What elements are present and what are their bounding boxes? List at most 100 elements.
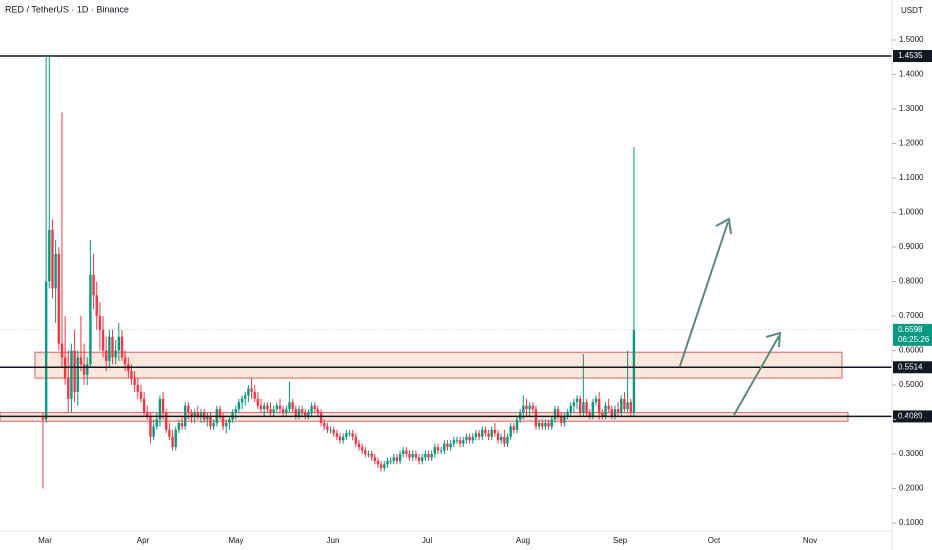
candle-body <box>594 398 598 403</box>
candle-body <box>484 429 487 434</box>
candle-body <box>266 405 269 410</box>
candle-body <box>158 398 162 420</box>
y-tick-label: 0.1000 <box>899 518 924 527</box>
candle-body <box>149 416 152 437</box>
candle-body <box>452 440 455 444</box>
candle-body <box>515 419 519 430</box>
candle-body <box>506 436 509 444</box>
candle-body <box>370 454 373 458</box>
candle-body <box>168 429 171 437</box>
candle-body <box>348 433 351 435</box>
candle-body <box>496 433 500 441</box>
candle-body <box>180 422 184 427</box>
candle-body <box>259 405 263 410</box>
candle-body <box>310 405 313 413</box>
candle-body <box>123 357 127 365</box>
candle-body <box>566 412 569 417</box>
candle-body <box>597 398 601 413</box>
candle-body <box>332 429 335 434</box>
candle-body <box>136 385 139 392</box>
candle-body <box>503 436 506 444</box>
candle-body <box>522 405 525 413</box>
candle-body <box>105 350 108 361</box>
candle-body <box>199 412 203 417</box>
candle-body <box>92 274 95 296</box>
candle-body <box>439 450 443 452</box>
candle-body <box>206 416 209 420</box>
candle-body <box>481 429 484 437</box>
candle-body <box>560 416 563 423</box>
candle-body <box>288 402 291 410</box>
candle-body <box>345 433 348 437</box>
candle-body <box>48 229 51 282</box>
candle-body <box>307 412 310 417</box>
candle-body <box>462 440 465 444</box>
candle-body <box>534 409 538 427</box>
candle-body <box>51 229 54 289</box>
candle-body <box>509 426 512 437</box>
candle-body <box>588 412 591 417</box>
candle-body <box>209 416 212 427</box>
candle-body <box>285 409 288 413</box>
x-tick-label: Oct <box>708 536 721 545</box>
candle-body <box>41 416 45 420</box>
candle-body <box>392 457 395 461</box>
candle-body <box>244 395 247 399</box>
candle-body <box>139 391 143 399</box>
candle-body <box>563 416 566 423</box>
candle-body <box>579 398 582 413</box>
arrows <box>679 217 782 416</box>
y-tick-label: 0.4000 <box>899 415 924 424</box>
candle-body <box>487 433 490 437</box>
candle-body <box>256 398 260 406</box>
candle-body <box>108 336 111 361</box>
candle-body <box>247 388 250 396</box>
level-label: 1.4535 <box>898 51 923 60</box>
y-tick-label: 1.0000 <box>899 208 924 217</box>
candle-body <box>120 336 124 358</box>
candle-body <box>152 426 155 437</box>
x-tick-label: Apr <box>137 536 150 545</box>
candle-body <box>433 447 437 454</box>
candle-body <box>196 412 200 417</box>
symbol-title: RED / TetherUS · 1D · Binance <box>5 4 129 14</box>
candle-body <box>465 436 468 441</box>
candle-body <box>174 429 177 448</box>
candle-body <box>146 412 149 417</box>
candle-body <box>449 443 452 448</box>
candle-body <box>458 440 462 444</box>
arrow <box>679 221 729 367</box>
candle-body <box>389 460 392 462</box>
zone <box>34 351 843 379</box>
x-tick-label: Sep <box>613 536 628 545</box>
arrow-head <box>715 217 732 235</box>
arrow <box>733 335 780 416</box>
candle-body <box>493 429 497 434</box>
candle-body <box>613 409 617 417</box>
candle-body <box>313 405 316 410</box>
candle-body <box>221 416 225 427</box>
candle-body <box>360 447 364 451</box>
candle-body <box>411 454 414 458</box>
candle-body <box>373 457 376 461</box>
candle-body <box>351 433 354 437</box>
candle-body <box>383 464 386 468</box>
candle-body <box>57 253 60 344</box>
candle-body <box>632 329 636 413</box>
candle-body <box>376 460 380 465</box>
candle-body <box>629 402 632 413</box>
candle-body <box>550 419 553 427</box>
candle-body <box>446 443 449 448</box>
candle-body <box>297 409 301 417</box>
candle-body <box>161 398 165 413</box>
level-box <box>893 361 932 374</box>
candle-body <box>114 350 117 358</box>
candle-body <box>117 336 121 351</box>
candle-body <box>133 378 136 385</box>
candle-body <box>553 409 557 420</box>
y-tick-label: 0.8000 <box>899 277 924 286</box>
candle-body <box>424 454 427 458</box>
candle-body <box>556 409 560 417</box>
candle-body <box>250 388 253 392</box>
